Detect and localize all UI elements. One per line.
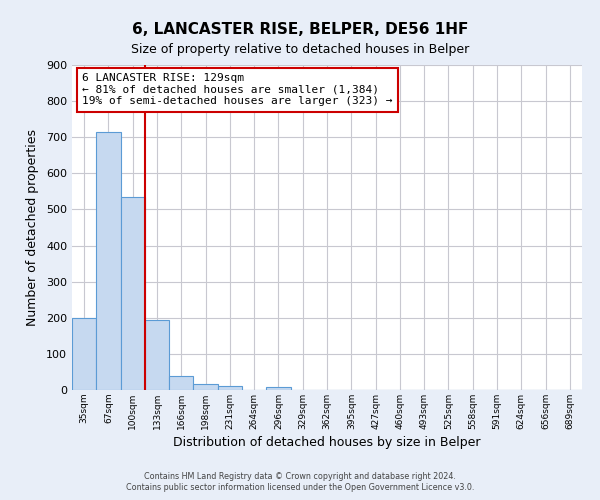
Bar [266,387,290,390]
Text: Contains public sector information licensed under the Open Government Licence v3: Contains public sector information licen… [126,484,474,492]
Bar [218,386,242,390]
Bar [72,318,96,390]
Text: 6 LANCASTER RISE: 129sqm
← 81% of detached houses are smaller (1,384)
19% of sem: 6 LANCASTER RISE: 129sqm ← 81% of detach… [82,73,392,106]
Bar [121,197,145,390]
Bar [145,320,169,390]
Text: Size of property relative to detached houses in Belper: Size of property relative to detached ho… [131,42,469,56]
Y-axis label: Number of detached properties: Number of detached properties [26,129,39,326]
X-axis label: Distribution of detached houses by size in Belper: Distribution of detached houses by size … [173,436,481,449]
Text: Contains HM Land Registry data © Crown copyright and database right 2024.: Contains HM Land Registry data © Crown c… [144,472,456,481]
Text: 6, LANCASTER RISE, BELPER, DE56 1HF: 6, LANCASTER RISE, BELPER, DE56 1HF [132,22,468,38]
Bar [96,132,121,390]
Bar [193,384,218,390]
Bar [169,376,193,390]
